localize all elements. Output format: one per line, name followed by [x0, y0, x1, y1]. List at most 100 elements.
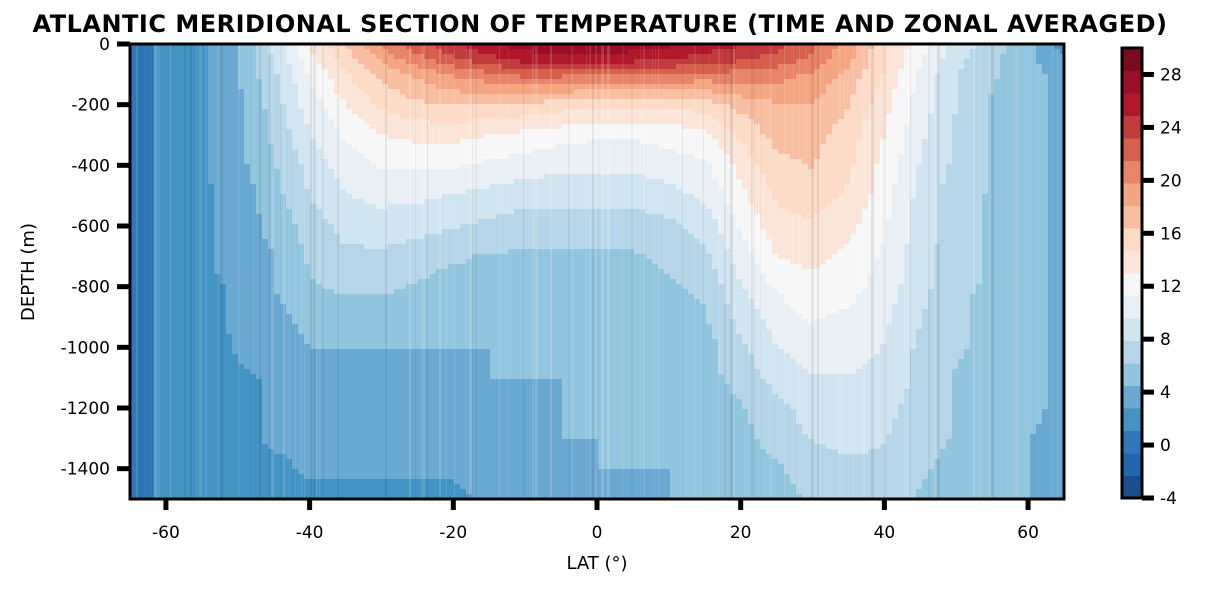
heatmap-cell: [310, 114, 317, 120]
heatmap-cell: [274, 169, 281, 175]
heatmap-cell: [304, 144, 311, 150]
heatmap-cell: [370, 349, 377, 355]
heatmap-cell: [358, 149, 365, 155]
heatmap-cell: [178, 414, 185, 420]
heatmap-cell: [154, 154, 161, 160]
heatmap-cell: [412, 249, 419, 255]
heatmap-cell: [340, 379, 347, 385]
heatmap-cell: [130, 239, 137, 245]
heatmap-cell: [448, 459, 455, 465]
heatmap-cell: [334, 99, 341, 105]
heatmap-cell: [424, 344, 431, 350]
heatmap-cell: [430, 484, 437, 490]
heatmap-cell: [424, 264, 431, 270]
heatmap-cell: [154, 189, 161, 195]
heatmap-cell: [166, 484, 173, 490]
heatmap-cell: [232, 109, 239, 115]
heatmap-cell: [448, 44, 455, 50]
heatmap-cell: [376, 229, 383, 235]
heatmap-cell: [358, 494, 365, 499]
heatmap-cell: [286, 129, 293, 135]
heatmap-cell: [280, 374, 287, 380]
heatmap-cell: [262, 459, 269, 465]
heatmap-cell: [370, 344, 377, 350]
heatmap-cell: [232, 199, 239, 205]
heatmap-cell: [262, 94, 269, 100]
heatmap-cell: [220, 234, 227, 240]
heatmap-cell: [238, 434, 245, 440]
heatmap-cell: [286, 469, 293, 475]
heatmap-cell: [178, 194, 185, 200]
heatmap-cell: [172, 439, 179, 445]
heatmap-cell: [238, 179, 245, 185]
heatmap-cell: [208, 114, 215, 120]
heatmap-cell: [208, 354, 215, 360]
heatmap-cell: [160, 474, 167, 480]
heatmap-cell: [154, 94, 161, 100]
heatmap-cell: [304, 159, 311, 165]
heatmap-cell: [388, 54, 395, 60]
heatmap-cell: [226, 369, 233, 375]
heatmap-cell: [154, 404, 161, 410]
heatmap-cell: [220, 224, 227, 230]
heatmap-cell: [358, 239, 365, 245]
heatmap-cell: [418, 479, 425, 485]
heatmap-cell: [196, 479, 203, 485]
heatmap-cell: [136, 254, 143, 260]
heatmap-cell: [364, 169, 371, 175]
heatmap-cell: [412, 274, 419, 280]
heatmap-cell: [202, 114, 209, 120]
heatmap-cell: [196, 259, 203, 265]
heatmap-cell: [352, 124, 359, 130]
heatmap-cell: [190, 469, 197, 475]
heatmap-cell: [358, 274, 365, 280]
heatmap-cell: [166, 474, 173, 480]
heatmap-cell: [430, 134, 437, 140]
heatmap-cell: [310, 119, 317, 125]
heatmap-cell: [316, 204, 323, 210]
heatmap-cell: [328, 339, 335, 345]
heatmap-cell: [310, 129, 317, 135]
heatmap-cell: [184, 124, 191, 130]
heatmap-cell: [190, 59, 197, 65]
heatmap-cell: [184, 474, 191, 480]
heatmap-cell: [340, 244, 347, 250]
heatmap-cell: [244, 304, 251, 310]
heatmap-cell: [310, 179, 317, 185]
heatmap-cell: [286, 234, 293, 240]
heatmap-cell: [256, 474, 263, 480]
heatmap-cell: [430, 299, 437, 305]
heatmap-cell: [250, 129, 257, 135]
heatmap-cell: [238, 309, 245, 315]
heatmap-cell: [352, 179, 359, 185]
heatmap-cell: [442, 284, 449, 290]
heatmap-cell: [352, 319, 359, 325]
heatmap-cell: [256, 124, 263, 130]
heatmap-cell: [196, 399, 203, 405]
heatmap-cell: [268, 149, 275, 155]
heatmap-cell: [148, 479, 155, 485]
heatmap-cell: [142, 409, 149, 415]
heatmap-cell: [172, 389, 179, 395]
heatmap-cell: [232, 234, 239, 240]
heatmap-cell: [262, 249, 269, 255]
heatmap-cell: [136, 189, 143, 195]
heatmap-cell: [208, 174, 215, 180]
heatmap-cell: [376, 149, 383, 155]
heatmap-cell: [394, 184, 401, 190]
heatmap-cell: [442, 59, 449, 65]
heatmap-cell: [160, 204, 167, 210]
heatmap-cell: [154, 354, 161, 360]
heatmap-cell: [454, 409, 461, 415]
heatmap-cell: [406, 64, 413, 70]
heatmap-cell: [418, 94, 425, 100]
heatmap-cell: [328, 349, 335, 355]
heatmap-cell: [406, 249, 413, 255]
heatmap-cell: [304, 299, 311, 305]
heatmap-cell: [226, 304, 233, 310]
heatmap-cell: [424, 294, 431, 300]
heatmap-cell: [166, 409, 173, 415]
heatmap-cell: [268, 319, 275, 325]
heatmap-cell: [316, 434, 323, 440]
heatmap-cell: [364, 229, 371, 235]
